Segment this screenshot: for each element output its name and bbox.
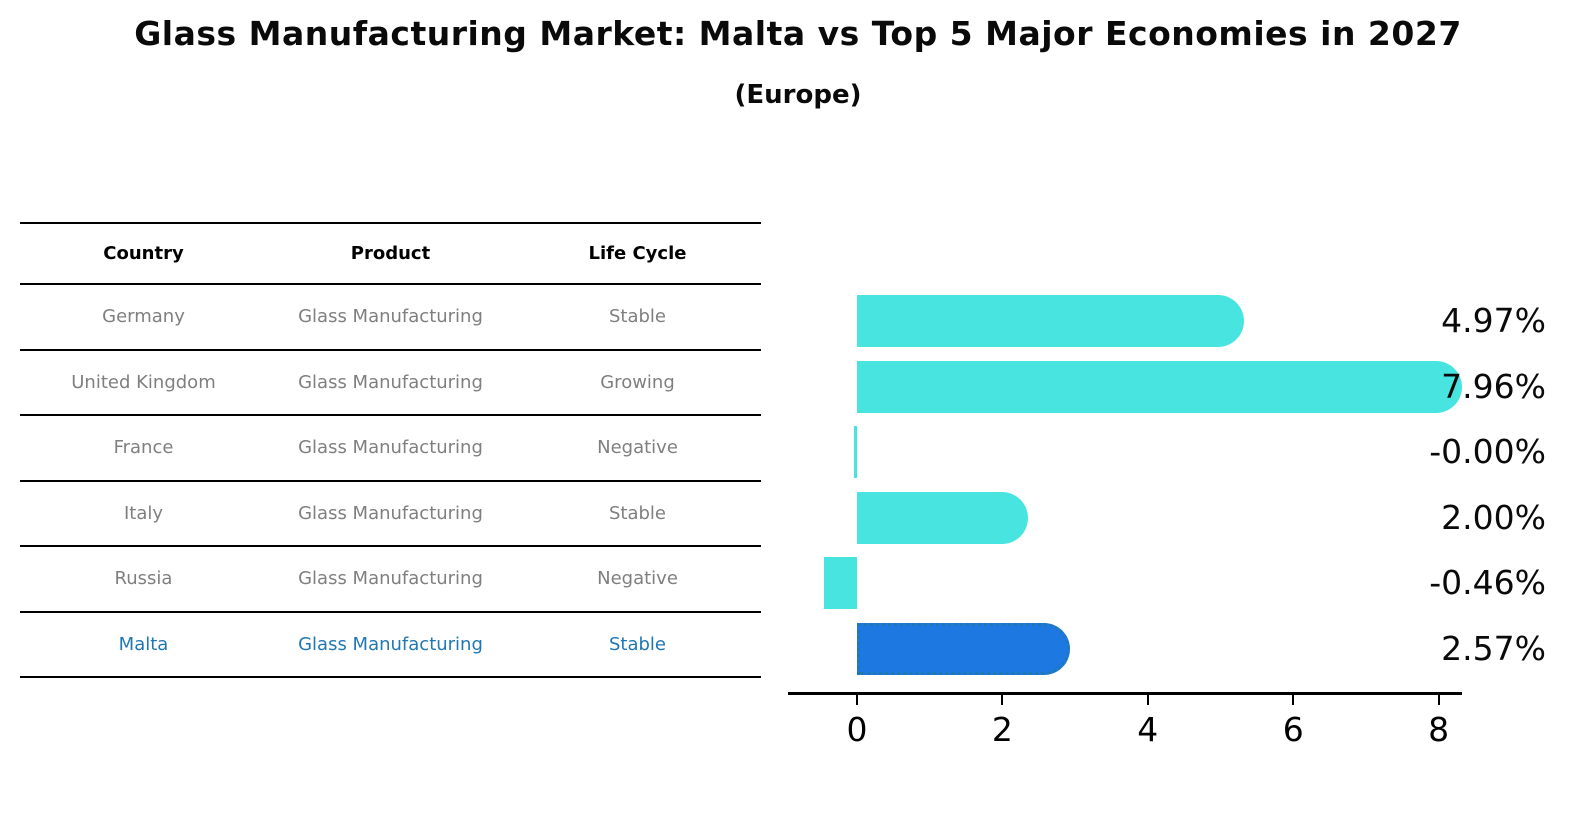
- bar-value-label: 4.97%: [1441, 301, 1546, 340]
- table-cell-life-cycle: Stable: [608, 306, 666, 328]
- table-row: Russia Glass Manufacturing Negative: [20, 547, 761, 613]
- table-row: Malta Glass Manufacturing Stable: [20, 613, 761, 678]
- bar-value-label: 2.00%: [1441, 497, 1546, 537]
- x-axis-tick-mark: [856, 694, 858, 705]
- table-cell-country: Malta: [118, 633, 169, 655]
- table-row: France Glass Manufacturing Negative: [20, 416, 761, 482]
- table-cell-country: Germany: [102, 306, 185, 328]
- table-cell-product: Glass Manufacturing: [298, 371, 483, 393]
- table-cell-product: Glass Manufacturing: [298, 633, 483, 655]
- x-axis-tick-mark: [1437, 694, 1440, 705]
- bar-malta: [857, 622, 1070, 675]
- table-cell-country: United Kingdom: [71, 371, 216, 393]
- x-axis-tick-label: 4: [1137, 710, 1159, 749]
- x-axis-line: [788, 692, 1462, 695]
- table-header-product: Product: [350, 243, 431, 264]
- bar-value-label: -0.00%: [1429, 432, 1546, 471]
- bar-germany: [857, 295, 1245, 347]
- table-rows: Germany Glass Manufacturing Stable United K…: [20, 285, 761, 678]
- bar-france: [854, 426, 857, 478]
- table-row: Italy Glass Manufacturing Stable: [20, 482, 761, 547]
- table-cell-product: Glass Manufacturing: [298, 568, 483, 590]
- table-cell-product: Glass Manufacturing: [298, 502, 483, 524]
- chart-subtitle: (Europe): [734, 80, 862, 110]
- table-cell-life-cycle: Growing: [600, 371, 675, 393]
- x-axis-tick-label: 0: [846, 710, 868, 749]
- x-axis-tick-mark: [1292, 694, 1295, 705]
- table-cell-country: France: [113, 437, 174, 459]
- table-cell-product: Glass Manufacturing: [298, 306, 483, 328]
- x-axis-tick-mark: [1001, 694, 1004, 705]
- table-header-row: Country Product Life Cycle: [20, 224, 761, 285]
- x-axis-tick-label: 8: [1428, 710, 1450, 749]
- table-row: Germany Glass Manufacturing Stable: [20, 285, 761, 351]
- bar-value-label: -0.46%: [1429, 563, 1546, 602]
- table-cell-life-cycle: Stable: [608, 502, 666, 524]
- table-cell-product: Glass Manufacturing: [298, 437, 483, 459]
- table-cell-life-cycle: Stable: [608, 633, 666, 655]
- table-cell-country: Russia: [114, 568, 173, 590]
- bar-value-label: 2.57%: [1441, 628, 1546, 668]
- bar-value-label: 7.96%: [1441, 366, 1546, 406]
- bar-italy: [857, 491, 1029, 544]
- table-cell-life-cycle: Negative: [597, 568, 678, 590]
- table-header-country: Country: [103, 243, 184, 264]
- table-header-life-cycle: Life Cycle: [588, 243, 687, 264]
- x-axis-tick-label: 2: [991, 710, 1013, 749]
- bar-united-kingdom: [857, 360, 1462, 413]
- table-cell-life-cycle: Negative: [597, 437, 678, 459]
- x-axis-tick-label: 6: [1282, 710, 1304, 749]
- x-axis-tick-mark: [1146, 694, 1149, 705]
- table-row: United Kingdom Glass Manufacturing Growing: [20, 351, 761, 416]
- bar-russia: [823, 557, 857, 609]
- country-table: Country Product Life Cycle Germany Glass …: [20, 222, 761, 678]
- chart-title: Glass Manufacturing Market: Malta vs Top…: [134, 14, 1462, 53]
- table-cell-country: Italy: [123, 502, 164, 524]
